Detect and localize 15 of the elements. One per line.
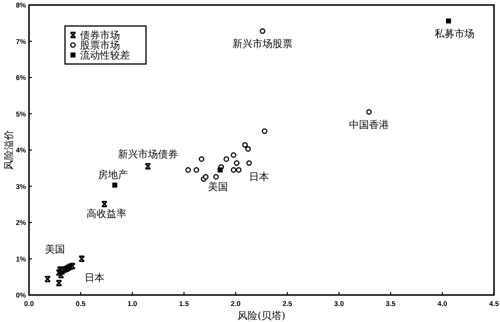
annotation: 中国香港 [348,118,389,131]
annotation: 新兴市场股票 [232,38,293,50]
annotation: 日本 [248,170,269,183]
annotation: 高收益率 [86,208,126,220]
legend-label: 债券市场 [80,30,120,42]
annotation: 美国 [208,180,228,193]
x-axis-title: 风险(贝塔) [238,310,286,322]
legend-label: 股票市场 [80,40,120,52]
annotation: 日本 [84,272,104,284]
annotation: 新兴市场债券 [118,148,178,160]
legend-label: 流动性较差 [80,50,130,62]
annotation: 房地产 [98,169,128,182]
annotation: 美国 [45,244,65,256]
annotation: 私募市场 [434,28,475,40]
y-axis-title: 风险溢价 [3,130,15,170]
